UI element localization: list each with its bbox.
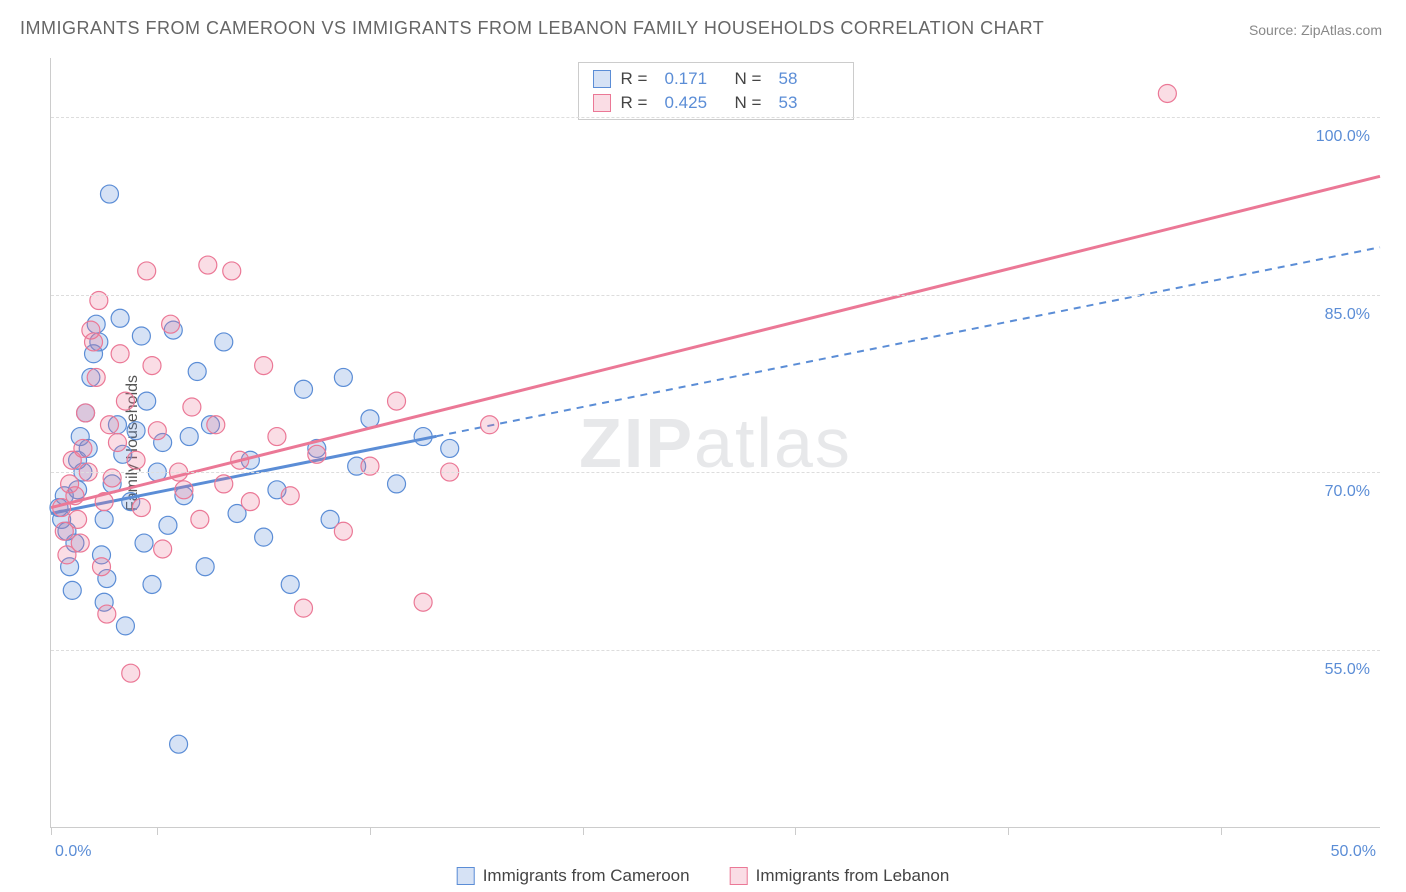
x-tick <box>157 827 158 835</box>
gridline-h <box>51 117 1380 118</box>
scatter-point <box>162 315 180 333</box>
y-tick-label: 100.0% <box>1316 128 1370 146</box>
x-tick <box>1221 827 1222 835</box>
scatter-point <box>132 499 150 517</box>
scatter-point <box>111 345 129 363</box>
scatter-point <box>388 475 406 493</box>
scatter-point <box>135 534 153 552</box>
x-tick <box>51 827 52 835</box>
x-tick <box>1008 827 1009 835</box>
chart-title: IMMIGRANTS FROM CAMEROON VS IMMIGRANTS F… <box>20 18 1044 39</box>
scatter-point <box>175 481 193 499</box>
scatter-point <box>188 363 206 381</box>
scatter-point <box>255 528 273 546</box>
chart-svg <box>51 58 1380 827</box>
scatter-point <box>241 493 259 511</box>
x-tick <box>795 827 796 835</box>
scatter-point <box>215 475 233 493</box>
scatter-point <box>414 593 432 611</box>
scatter-point <box>127 451 145 469</box>
legend-label-1: Immigrants from Lebanon <box>756 866 950 886</box>
y-tick-label: 55.0% <box>1325 661 1370 679</box>
scatter-point <box>268 428 286 446</box>
legend-item-0: Immigrants from Cameroon <box>457 866 690 886</box>
trend-line-dashed <box>436 247 1380 436</box>
x-tick-label-right: 50.0% <box>1331 843 1376 861</box>
x-tick-label-left: 0.0% <box>55 843 91 861</box>
legend-label-0: Immigrants from Cameroon <box>483 866 690 886</box>
scatter-point <box>295 599 313 617</box>
scatter-point <box>108 434 126 452</box>
gridline-h <box>51 295 1380 296</box>
scatter-point <box>180 428 198 446</box>
scatter-point <box>170 735 188 753</box>
y-tick-label: 85.0% <box>1325 306 1370 324</box>
scatter-point <box>207 416 225 434</box>
scatter-point <box>183 398 201 416</box>
scatter-point <box>143 575 161 593</box>
scatter-point <box>481 416 499 434</box>
legend-swatch-1 <box>730 867 748 885</box>
scatter-point <box>196 558 214 576</box>
scatter-point <box>122 664 140 682</box>
scatter-point <box>100 416 118 434</box>
source-label: Source: ZipAtlas.com <box>1249 22 1382 38</box>
scatter-point <box>1158 84 1176 102</box>
scatter-point <box>93 558 111 576</box>
scatter-point <box>295 380 313 398</box>
gridline-h <box>51 650 1380 651</box>
y-tick-label: 70.0% <box>1325 483 1370 501</box>
x-tick <box>370 827 371 835</box>
legend-item-1: Immigrants from Lebanon <box>730 866 950 886</box>
legend-swatch-0 <box>457 867 475 885</box>
scatter-point <box>98 605 116 623</box>
x-tick <box>583 827 584 835</box>
gridline-h <box>51 472 1380 473</box>
scatter-point <box>111 309 129 327</box>
scatter-point <box>138 392 156 410</box>
scatter-point <box>199 256 217 274</box>
scatter-point <box>191 510 209 528</box>
scatter-point <box>116 617 134 635</box>
scatter-point <box>74 439 92 457</box>
scatter-point <box>334 368 352 386</box>
scatter-point <box>223 262 241 280</box>
scatter-point <box>69 510 87 528</box>
scatter-point <box>334 522 352 540</box>
scatter-point <box>441 439 459 457</box>
scatter-point <box>281 487 299 505</box>
scatter-point <box>116 392 134 410</box>
scatter-point <box>215 333 233 351</box>
scatter-point <box>77 404 95 422</box>
scatter-point <box>138 262 156 280</box>
scatter-point <box>127 422 145 440</box>
scatter-point <box>63 581 81 599</box>
trend-line <box>51 176 1380 507</box>
scatter-point <box>388 392 406 410</box>
scatter-point <box>154 540 172 558</box>
scatter-point <box>100 185 118 203</box>
scatter-point <box>281 575 299 593</box>
scatter-point <box>143 357 161 375</box>
scatter-point <box>85 333 103 351</box>
scatter-point <box>87 368 105 386</box>
scatter-point <box>308 445 326 463</box>
scatter-point <box>159 516 177 534</box>
scatter-point <box>132 327 150 345</box>
scatter-point <box>71 534 89 552</box>
bottom-legend: Immigrants from Cameroon Immigrants from… <box>457 866 950 886</box>
scatter-point <box>148 422 166 440</box>
plot-area: Family Households ZIPatlas R = 0.171 N =… <box>50 58 1380 828</box>
scatter-point <box>95 510 113 528</box>
scatter-point <box>255 357 273 375</box>
